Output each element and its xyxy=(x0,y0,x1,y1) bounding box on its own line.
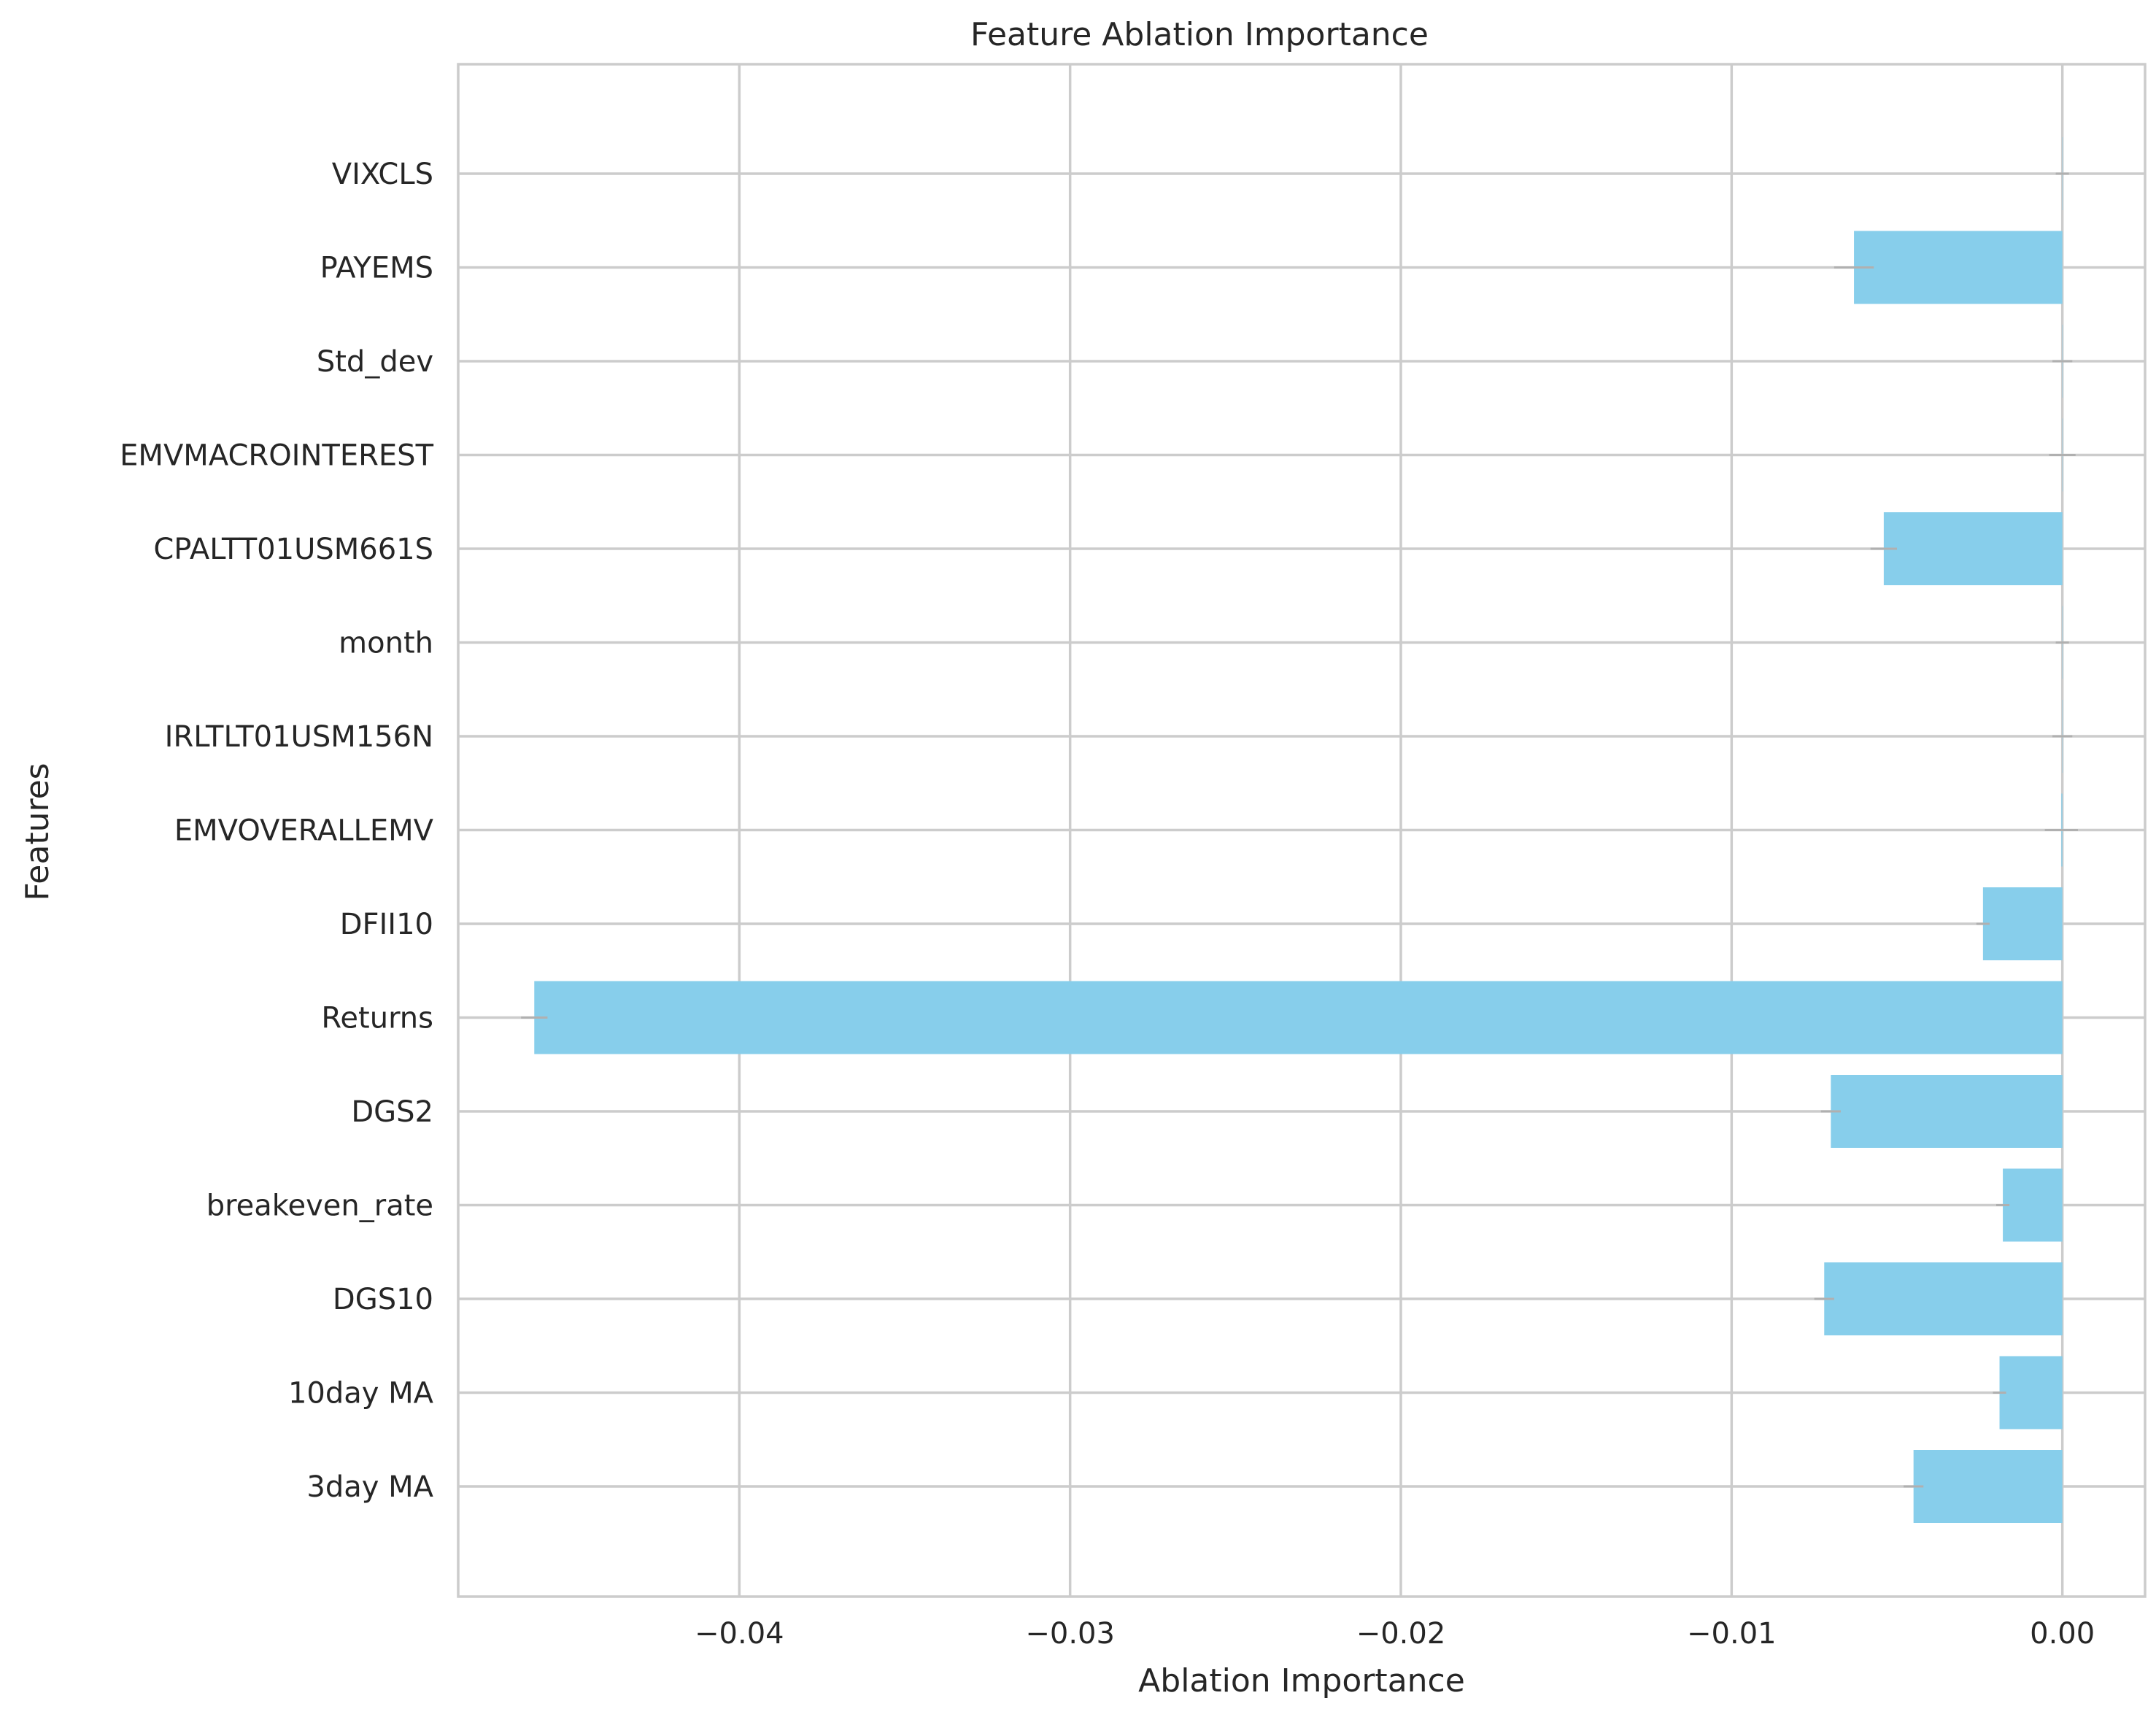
bar-1 xyxy=(1854,231,2063,304)
x-tick-labels: −0.04 −0.03 −0.02 −0.01 0.00 xyxy=(695,1617,2095,1651)
grid-lines xyxy=(458,64,2145,1597)
bar-13 xyxy=(1999,1356,2063,1429)
y-tick-label-1: PAYEMS xyxy=(320,252,433,285)
y-tick-label-10: DGS2 xyxy=(351,1095,433,1129)
y-tick-label-14: 3day MA xyxy=(306,1470,433,1504)
y-tick-labels: VIXCLS PAYEMS Std_dev EMVMACROINTEREST CPALT… xyxy=(120,158,433,1504)
y-axis-label: Features xyxy=(19,763,56,900)
y-tick-label-6: IRLTLT01USM156N xyxy=(165,720,433,754)
error-bars xyxy=(521,172,2078,1488)
y-tick-label-3: EMVMACROINTEREST xyxy=(120,439,433,473)
y-tick-label-7: EMVOVERALLEMV xyxy=(174,814,434,848)
y-tick-label-2: Std_dev xyxy=(317,345,433,379)
y-tick-label-13: 10day MA xyxy=(288,1377,434,1411)
y-tick-label-8: DFII10 xyxy=(340,908,433,941)
x-axis-label: Ablation Importance xyxy=(1138,1662,1465,1699)
bar-9 xyxy=(534,981,2063,1054)
y-tick-label-9: Returns xyxy=(321,1002,433,1035)
bar-11 xyxy=(2003,1168,2063,1242)
bar-8 xyxy=(1982,887,2063,960)
bars xyxy=(534,137,2063,1523)
x-tick-label-1: −0.03 xyxy=(1025,1617,1115,1651)
bar-12 xyxy=(1824,1262,2063,1335)
y-tick-label-5: month xyxy=(339,627,433,660)
y-tick-label-11: breakeven_rate xyxy=(206,1189,433,1223)
y-tick-label-12: DGS10 xyxy=(333,1283,433,1316)
x-tick-label-2: −0.02 xyxy=(1356,1617,1446,1651)
plot-frame xyxy=(457,63,2147,1598)
x-tick-label-0: −0.04 xyxy=(695,1617,784,1651)
x-tick-label-4: 0.00 xyxy=(2030,1617,2095,1651)
bar-14 xyxy=(1913,1450,2063,1523)
y-tick-label-0: VIXCLS xyxy=(332,158,433,191)
chart-title: Feature Ablation Importance xyxy=(970,16,1429,53)
bar-4 xyxy=(1883,512,2063,585)
y-tick-label-4: CPALTT01USM661S xyxy=(153,533,433,566)
x-tick-label-3: −0.01 xyxy=(1687,1617,1777,1651)
bar-10 xyxy=(1831,1075,2063,1148)
